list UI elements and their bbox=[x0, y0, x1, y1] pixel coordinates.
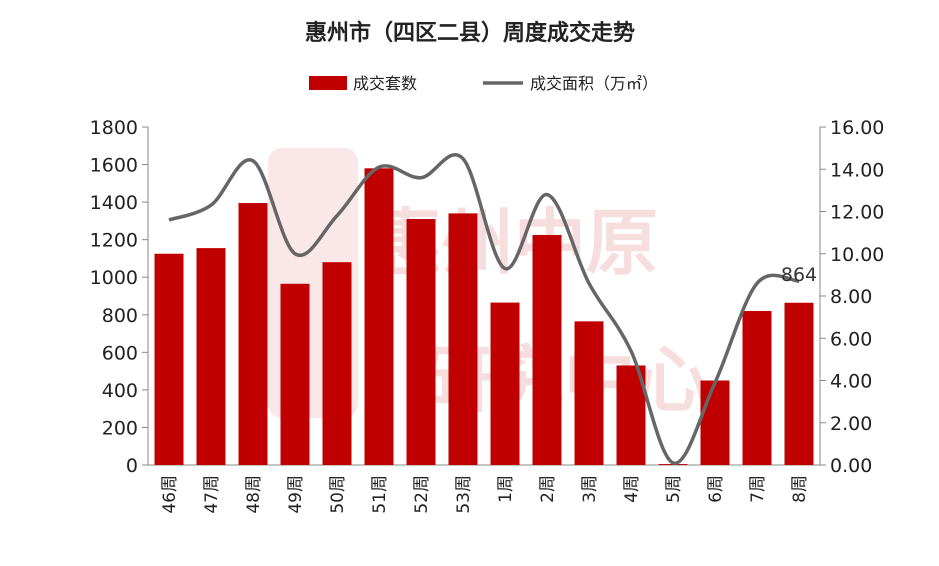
y-right-tick-label: 2.00 bbox=[830, 413, 872, 435]
bar bbox=[280, 283, 310, 465]
y-left-tick-label: 0 bbox=[126, 455, 138, 477]
x-tick-label: 7周 bbox=[748, 475, 768, 503]
y-left-tick-label: 600 bbox=[102, 342, 138, 364]
y-right-tick-label: 10.00 bbox=[830, 244, 884, 266]
legend-swatch-bars bbox=[309, 76, 347, 90]
x-tick-label: 48周 bbox=[244, 475, 264, 514]
data-label: 864 bbox=[781, 264, 817, 286]
bar bbox=[574, 321, 604, 465]
plot-area: 0 200 400 600 800 1000 1200 1400 1600 1800 0.00 2.0… bbox=[90, 117, 885, 514]
bar bbox=[322, 262, 352, 465]
bar bbox=[742, 311, 772, 465]
legend-label-line: 成交面积（万㎡） bbox=[530, 74, 658, 93]
x-tick-label: 1周 bbox=[496, 475, 516, 503]
bar bbox=[532, 234, 562, 465]
x-tick-label: 51周 bbox=[370, 475, 390, 514]
x-tick-label: 3周 bbox=[580, 475, 600, 503]
x-tick-label: 5周 bbox=[664, 475, 684, 503]
y-right-tick-label: 12.00 bbox=[830, 202, 884, 224]
y-left-tick-label: 1600 bbox=[90, 155, 138, 177]
y-left-tick-label: 1000 bbox=[90, 267, 138, 289]
bar bbox=[448, 213, 478, 465]
legend-label-bars: 成交套数 bbox=[353, 74, 417, 93]
x-tick-label: 8周 bbox=[790, 475, 810, 503]
x-tick-label: 6周 bbox=[706, 475, 726, 503]
x-tick-label: 50周 bbox=[328, 475, 348, 514]
y-right-tick-label: 0.00 bbox=[830, 455, 872, 477]
bar bbox=[196, 248, 226, 465]
x-tick-label: 4周 bbox=[622, 475, 642, 503]
y-right-tick-label: 14.00 bbox=[830, 159, 884, 181]
x-tick-label: 47周 bbox=[202, 475, 222, 514]
y-left-tick-label: 1200 bbox=[90, 230, 138, 252]
bar bbox=[700, 380, 730, 465]
bar bbox=[784, 302, 814, 465]
y-left-tick-label: 800 bbox=[102, 305, 138, 327]
bar bbox=[490, 302, 520, 465]
y-right-tick-label: 8.00 bbox=[830, 286, 872, 308]
x-tick-label: 53周 bbox=[454, 475, 474, 514]
y-left-tick-label: 1800 bbox=[90, 117, 138, 139]
y-left-tick-label: 400 bbox=[102, 380, 138, 402]
x-tick-label: 49周 bbox=[286, 475, 306, 514]
y-left-tick-label: 1400 bbox=[90, 192, 138, 214]
y-left-tick-label: 200 bbox=[102, 417, 138, 439]
x-tick-label: 52周 bbox=[412, 475, 432, 514]
bar bbox=[406, 219, 436, 465]
legend: 成交套数 成交面积（万㎡） bbox=[309, 74, 658, 93]
bar bbox=[238, 203, 268, 466]
bar bbox=[364, 168, 394, 466]
line-series-area bbox=[168, 153, 800, 465]
y-right-tick-label: 6.00 bbox=[830, 328, 872, 350]
x-tick-label: 46周 bbox=[160, 475, 180, 514]
y-right-tick-label: 16.00 bbox=[830, 117, 884, 139]
bar bbox=[154, 253, 184, 465]
chart-title: 惠州市（四区二县）周度成交走势 bbox=[305, 20, 635, 46]
y-right-tick-label: 4.00 bbox=[830, 371, 872, 393]
x-tick-label: 2周 bbox=[538, 475, 558, 503]
